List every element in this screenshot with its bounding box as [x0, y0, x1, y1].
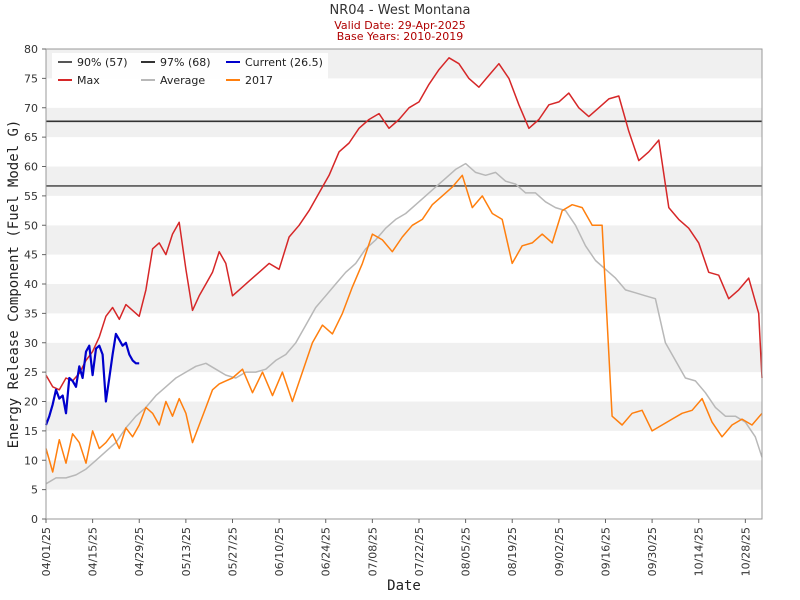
x-axis: 04/01/25 04/15/25 04/29/25 05/13/25 05/27/25… [40, 519, 752, 576]
y-tick-label: 25 [24, 366, 38, 379]
grid-band [46, 166, 762, 196]
grid-band [46, 195, 762, 226]
y-axis: 0 5 10 15 20 25 30 35 40 45 50 55 60 65 70 75 80 [24, 43, 46, 526]
x-tick-label: 04/29/25 [133, 527, 146, 576]
grid-bands [46, 49, 762, 519]
y-tick-label: 40 [24, 278, 38, 291]
legend: 90% (57) 97% (68) Current (26.5) Max Average… [52, 53, 328, 91]
grid-band [46, 401, 762, 431]
series-lines [44, 57, 763, 485]
x-tick-label: 05/13/25 [180, 527, 193, 576]
series-line [45, 162, 763, 485]
x-tick-label: 06/10/25 [273, 527, 286, 576]
x-tick-label: 09/02/25 [553, 527, 566, 576]
x-tick-label: 08/19/25 [506, 527, 519, 576]
grid-band [46, 254, 762, 284]
x-tick-label: 05/27/25 [226, 527, 239, 576]
series-line [45, 174, 763, 473]
y-tick-label: 5 [31, 484, 38, 497]
legend-label: Max [77, 74, 100, 87]
valid-date-subtitle: Valid Date: 29-Apr-2025 [334, 19, 466, 32]
y-tick-label: 60 [24, 161, 38, 174]
legend-box [52, 53, 328, 91]
legend-label: 97% (68) [160, 56, 211, 69]
grid-band [46, 489, 762, 519]
grid-band [46, 313, 762, 343]
series-line [45, 57, 763, 391]
series-line [44, 332, 140, 426]
y-tick-label: 50 [24, 219, 38, 232]
x-tick-label: 06/24/25 [320, 527, 333, 576]
y-tick-label: 30 [24, 337, 38, 350]
y-tick-label: 45 [24, 249, 38, 262]
base-years-subtitle: Base Years: 2010-2019 [336, 30, 464, 43]
x-tick-label: 09/16/25 [599, 527, 612, 576]
x-tick-label: 07/08/25 [366, 527, 379, 576]
legend-label: Current (26.5) [245, 56, 323, 69]
y-axis-label: Energy Release Component (Fuel Model G) [6, 120, 22, 449]
y-tick-label: 10 [24, 454, 38, 467]
grid-band [46, 284, 762, 314]
grid-band [46, 107, 762, 138]
y-tick-label: 65 [24, 131, 38, 144]
grid-band [46, 342, 762, 373]
grid-band [46, 225, 762, 255]
threshold-lines [46, 120, 762, 187]
legend-label: Average [160, 74, 205, 87]
x-tick-label: 04/15/25 [87, 527, 100, 576]
legend-label: 2017 [245, 74, 273, 87]
x-tick-label: 08/05/25 [460, 527, 473, 576]
x-tick-label: 04/01/25 [40, 527, 53, 576]
y-tick-label: 35 [24, 307, 38, 320]
grid-band [46, 430, 762, 461]
legend-label: 90% (57) [77, 56, 128, 69]
grid-band [46, 460, 762, 490]
y-tick-label: 80 [24, 43, 38, 56]
y-tick-label: 55 [24, 190, 38, 203]
x-axis-label: Date [387, 578, 421, 594]
y-tick-label: 75 [24, 72, 38, 85]
y-tick-label: 20 [24, 396, 38, 409]
chart-title: NR04 - West Montana [329, 3, 471, 18]
y-tick-label: 70 [24, 102, 38, 115]
x-tick-label: 10/28/25 [739, 527, 752, 576]
x-tick-label: 09/30/25 [646, 527, 659, 576]
x-tick-label: 10/14/25 [693, 527, 706, 576]
grid-band [46, 372, 762, 402]
y-tick-label: 15 [24, 425, 38, 438]
y-tick-label: 0 [31, 513, 38, 526]
grid-band [46, 137, 762, 167]
x-tick-label: 07/22/25 [413, 527, 426, 576]
